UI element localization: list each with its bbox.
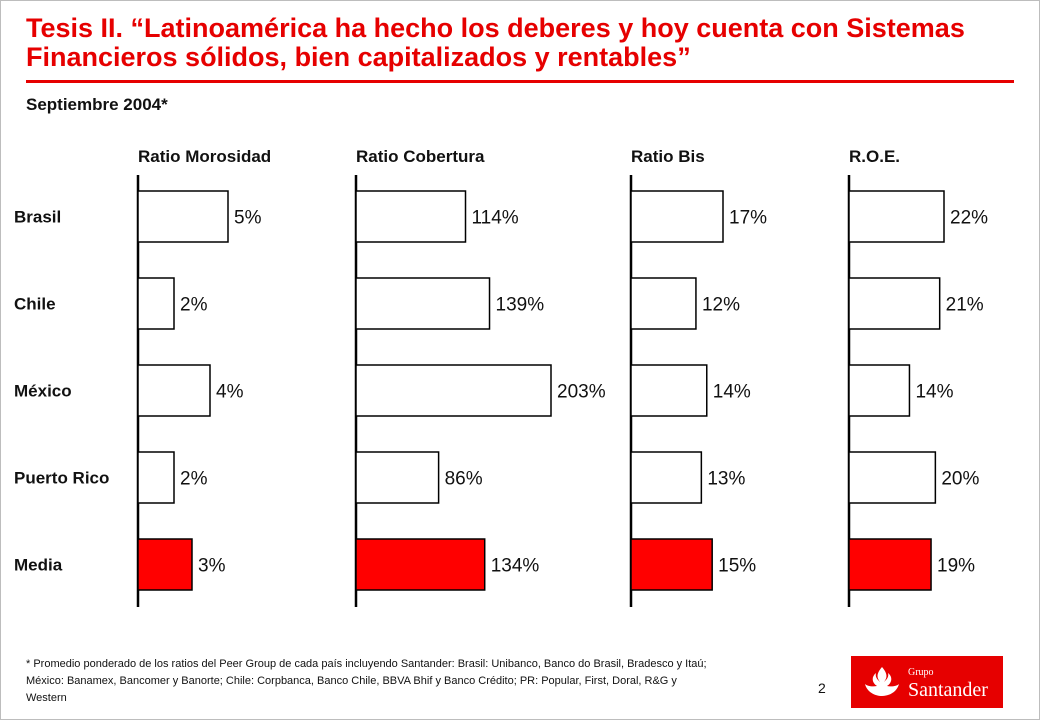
bar-value-label: 15% — [718, 556, 756, 577]
slide-subtitle: Septiembre 2004* — [26, 95, 168, 114]
panel-title: Ratio Cobertura — [356, 147, 485, 166]
bar — [355, 190, 467, 243]
logo-grupo-text: Grupo — [908, 667, 934, 678]
bar-value-label: 13% — [707, 469, 745, 490]
bar-value-label: 134% — [491, 556, 540, 577]
panel-title: Ratio Morosidad — [138, 147, 271, 166]
bar-value-label: 12% — [702, 295, 740, 316]
category-label: México — [14, 382, 72, 401]
bar-value-label: 17% — [729, 208, 767, 229]
bar-value-label: 20% — [941, 469, 979, 490]
bar — [630, 190, 724, 243]
panel-title: Ratio Bis — [631, 147, 705, 166]
santander-logo: Grupo Santander — [851, 656, 1003, 708]
bar-value-label: 19% — [937, 556, 975, 577]
bar — [355, 277, 491, 330]
bar — [355, 538, 486, 591]
bar-value-label: 86% — [445, 469, 483, 490]
bar-chart-panels: Brasil Chile México Puerto Rico Media Ratio M… — [14, 147, 988, 607]
bar — [137, 277, 175, 330]
title-underline — [26, 80, 1014, 83]
bar — [630, 277, 697, 330]
bar-value-label: 2% — [180, 469, 208, 490]
bar — [848, 277, 941, 330]
bar-value-label: 203% — [557, 382, 606, 403]
flame-icon — [865, 667, 899, 696]
bar — [355, 364, 552, 417]
bar — [137, 538, 193, 591]
panel-title: R.O.E. — [849, 147, 900, 166]
logo-name-text: Santander — [908, 679, 988, 701]
bar-value-label: 21% — [946, 295, 984, 316]
page-number: 2 — [818, 680, 826, 696]
bar-value-label: 139% — [496, 295, 545, 316]
slide-title: Tesis II. “Latinoamérica ha hecho los de… — [26, 13, 965, 72]
bar-value-label: 4% — [216, 382, 244, 403]
bar — [848, 451, 937, 504]
bar-value-label: 114% — [472, 208, 519, 229]
category-label: Brasil — [14, 208, 61, 227]
bar-value-label: 2% — [180, 295, 208, 316]
category-label: Chile — [14, 295, 56, 314]
bar — [848, 538, 932, 591]
bar-value-label: 5% — [234, 208, 262, 229]
bar-value-label: 3% — [198, 556, 226, 577]
category-label: Media — [14, 556, 63, 575]
bar — [630, 364, 708, 417]
bar-value-label: 14% — [915, 382, 953, 403]
bar — [848, 190, 945, 243]
bar-value-label: 22% — [950, 208, 988, 229]
bar — [630, 538, 713, 591]
bar — [137, 364, 211, 417]
category-label: Puerto Rico — [14, 469, 109, 488]
footnote: * Promedio ponderado de los ratios del P… — [26, 658, 707, 704]
bar — [355, 451, 440, 504]
bar — [137, 451, 175, 504]
bar — [630, 451, 703, 504]
bar-value-label: 14% — [713, 382, 751, 403]
bar — [137, 190, 229, 243]
bar — [848, 364, 911, 417]
